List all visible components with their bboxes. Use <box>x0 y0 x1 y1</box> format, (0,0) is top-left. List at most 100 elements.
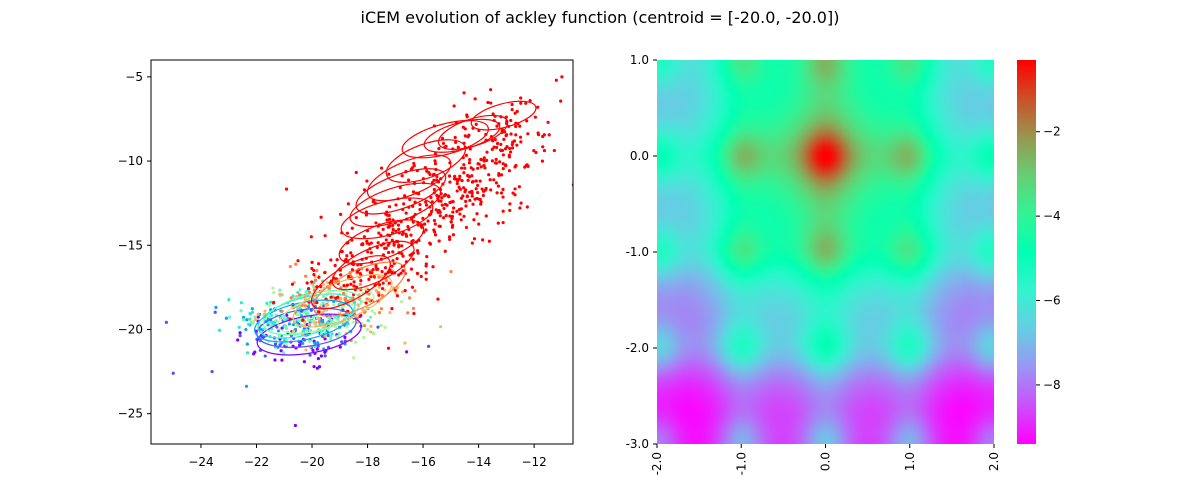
scatter-point <box>418 207 422 212</box>
scatter-point <box>436 297 440 301</box>
scatter-point <box>432 178 436 182</box>
scatter-point <box>237 325 241 329</box>
scatter-point <box>505 145 509 149</box>
scatter-point <box>525 163 529 167</box>
scatter-point <box>403 341 407 345</box>
scatter-point <box>403 289 407 293</box>
scatter-point <box>321 294 326 298</box>
scatter-point <box>518 206 522 210</box>
scatter-point <box>453 135 457 140</box>
scatter-point <box>451 233 456 237</box>
scatter-point <box>329 258 333 262</box>
scatter-point <box>450 200 454 204</box>
scatter-point <box>171 371 175 375</box>
scatter-point <box>379 323 383 328</box>
scatter-point <box>311 282 315 287</box>
scatter-point <box>515 143 519 147</box>
scatter-point <box>455 209 459 213</box>
scatter-point <box>500 148 505 153</box>
scatter-point <box>469 166 473 170</box>
scatter-point <box>416 251 420 255</box>
scatter-point <box>375 267 379 271</box>
scatter-point <box>456 145 460 149</box>
scatter-point <box>514 133 518 137</box>
heatmap-x-tick-label: 1.0 <box>903 452 917 471</box>
scatter-point <box>462 171 466 175</box>
scatter-point <box>272 290 276 295</box>
scatter-point <box>320 311 324 315</box>
scatter-point <box>411 190 416 194</box>
scatter-point <box>411 306 416 311</box>
scatter-point <box>323 271 327 275</box>
scatter-point <box>368 315 372 319</box>
scatter-point <box>384 238 388 242</box>
scatter-point <box>489 101 493 105</box>
scatter-point <box>421 216 425 220</box>
scatter-point <box>279 349 283 353</box>
scatter-point <box>366 250 370 254</box>
scatter-point <box>349 282 353 286</box>
scatter-point <box>362 188 367 192</box>
scatter-point <box>371 268 375 272</box>
scatter-point <box>487 239 491 243</box>
covariance-ellipse <box>331 240 415 291</box>
scatter-point <box>395 257 399 261</box>
scatter-point <box>374 288 378 292</box>
scatter-point <box>387 250 391 255</box>
scatter-point <box>415 271 420 275</box>
scatter-point <box>508 202 512 206</box>
scatter-point <box>318 323 322 327</box>
scatter-point <box>266 323 270 327</box>
scatter-point <box>316 344 320 348</box>
scatter-plot: −24 −22 −20 −18 −16 −14 −12 −25 −20 −15 −10 −5 <box>118 59 574 469</box>
scatter-point <box>399 300 404 304</box>
covariance-ellipse <box>401 119 489 159</box>
scatter-point <box>496 221 500 225</box>
scatter-point <box>317 310 321 314</box>
scatter-point <box>402 202 406 206</box>
scatter-point <box>404 234 409 238</box>
scatter-point <box>418 203 422 207</box>
scatter-point <box>462 214 466 218</box>
scatter-point <box>507 146 512 151</box>
scatter-point <box>429 195 433 200</box>
scatter-point <box>406 311 410 315</box>
scatter-point <box>317 320 321 324</box>
scatter-point <box>513 111 517 115</box>
scatter-point <box>293 423 297 428</box>
scatter-point <box>495 191 499 195</box>
scatter-point <box>510 102 514 107</box>
scatter-point <box>358 271 362 276</box>
scatter-point <box>327 316 331 320</box>
scatter-point <box>381 281 385 285</box>
scatter-point <box>411 220 415 224</box>
scatter-axes-frame <box>150 59 574 445</box>
scatter-point <box>374 221 378 225</box>
y-tick-label: −15 <box>118 238 143 252</box>
scatter-point <box>479 200 483 204</box>
scatter-point <box>332 302 336 307</box>
scatter-point <box>559 99 563 103</box>
scatter-point <box>269 320 274 324</box>
covariance-ellipse <box>366 154 452 202</box>
scatter-point <box>466 173 470 178</box>
scatter-point <box>453 174 457 178</box>
scatter-point <box>210 369 214 374</box>
scatter-point <box>346 322 350 326</box>
scatter-point <box>304 304 308 308</box>
scatter-point <box>439 325 443 329</box>
scatter-point <box>308 328 312 332</box>
scatter-point <box>470 241 474 245</box>
scatter-point <box>454 140 458 144</box>
scatter-point <box>376 241 380 245</box>
scatter-point <box>464 199 468 204</box>
colorbar-tick-label: −8 <box>1043 378 1061 392</box>
scatter-point <box>244 384 249 388</box>
scatter-point <box>413 289 417 293</box>
scatter-x-axis: −24 −22 −20 −18 −16 −14 −12 <box>188 444 547 469</box>
scatter-point <box>321 282 325 287</box>
scatter-point <box>280 358 284 362</box>
scatter-point <box>316 341 320 345</box>
scatter-point <box>404 211 408 215</box>
